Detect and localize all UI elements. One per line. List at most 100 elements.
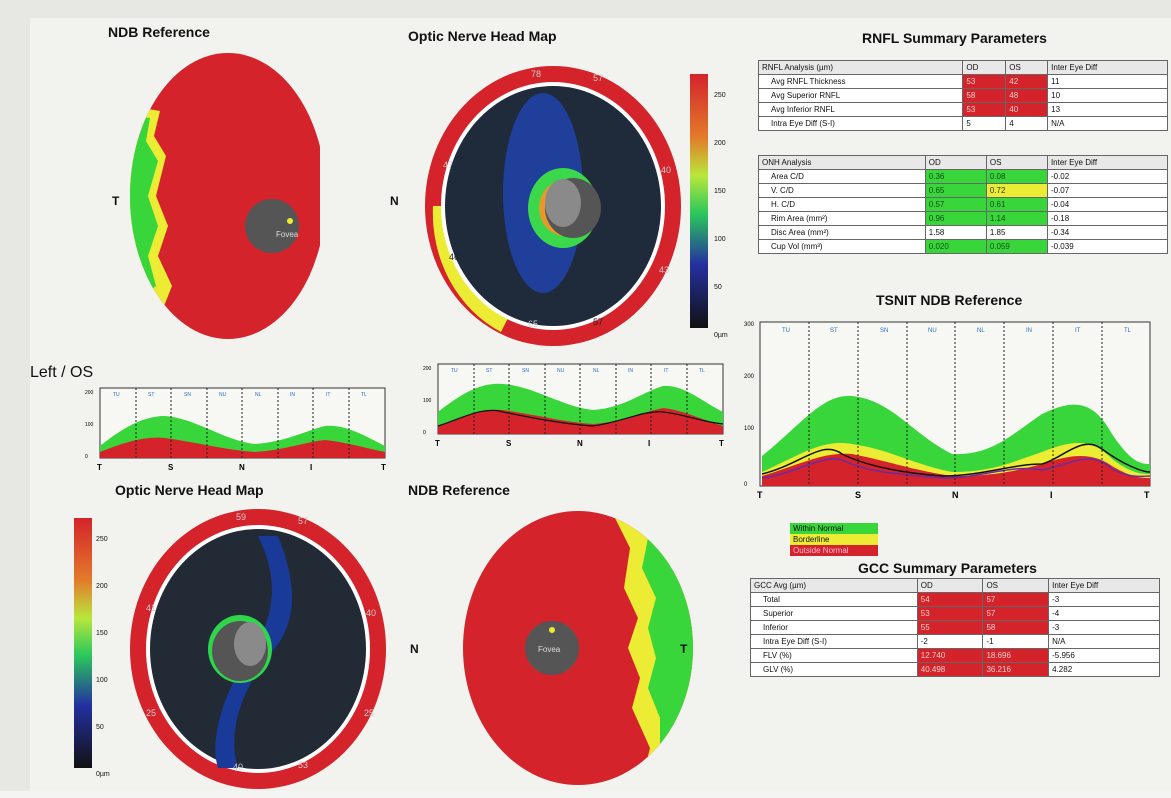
table-row: H. C/D 0.57 0.61 -0.04 [758, 197, 1169, 212]
rnfl-summary-title: RNFL Summary Parameters [862, 30, 1047, 46]
ndb-map-top: Fovea [130, 53, 320, 339]
onh-map-top: 78 57 40 43 57 65 46 47 [425, 66, 681, 346]
onh-bottom-sector-2: 57 [298, 516, 308, 526]
tsnit-ytick: 0 [423, 430, 426, 436]
tsnit-sector: IT [664, 368, 668, 374]
tsnit-ytick: 300 [744, 322, 755, 328]
tsnit-xlabel: N [952, 490, 959, 500]
tsnit-xlabel: N [577, 439, 583, 448]
table-row: Rim Area (mm²) 0.96 1.14 -0.18 [758, 211, 1169, 226]
left-os-label: Left / OS [30, 364, 94, 381]
legend: Within Normal Borderline Outside Normal [790, 523, 878, 556]
rnfl-table: RNFL Analysis (µm) OD OS Inter Eye Diff Avg… [757, 60, 1168, 131]
table-row: Intra Eye Diff (S-I) 5 4 N/A [757, 116, 1168, 131]
tsnit-sector: IT [1075, 328, 1081, 334]
tsnit-ytick: 200 [423, 366, 432, 372]
colorbar-top [690, 74, 708, 328]
tsnit-xlabel: I [1050, 490, 1053, 500]
temporal-label-top: T [112, 194, 120, 208]
tsnit-xlabel: N [239, 463, 245, 472]
legend-outside: Outside Normal [790, 545, 878, 556]
tsnit-title: TSNIT NDB Reference [876, 292, 1023, 308]
colorbar-bottom [74, 518, 92, 768]
legend-borderline: Borderline [790, 534, 878, 545]
tsnit-xlabel: I [310, 463, 312, 472]
tsnit-sector: TL [361, 392, 367, 398]
nasal-label-top: N [390, 194, 399, 208]
tsnit-sector: IN [290, 392, 295, 398]
tsnit-xlabel: T [719, 439, 724, 448]
onh-top-sector-7: 46 [449, 252, 459, 262]
table-row: Avg RNFL Thickness 53 42 11 [757, 74, 1168, 89]
onh-top-sector-2: 57 [593, 73, 603, 83]
fovea-label-bottom: Fovea [538, 645, 561, 654]
tsnit-sector: TU [782, 328, 790, 334]
fovea-label-top: Fovea [276, 230, 299, 239]
tsnit-sector: NU [557, 368, 565, 374]
temporal-label-bottom: T [680, 642, 688, 656]
tsnit-sector: ST [486, 368, 492, 374]
tsnit-xlabel: S [506, 439, 512, 448]
tsnit-sector: ST [148, 392, 154, 398]
table-row: Total 54 57 -3 [750, 592, 1160, 607]
onh-map-title-top: Optic Nerve Head Map [408, 28, 557, 44]
onh-bottom-sector-1: 59 [236, 512, 246, 522]
onh-bottom-sector-8: 41 [146, 603, 156, 613]
onh-map-title-bottom: Optic Nerve Head Map [115, 482, 264, 498]
tsnit-xlabel: S [168, 463, 174, 472]
tsnit-xlabel: T [757, 490, 763, 500]
colorbar-bottom-ticks: 250 200 150 100 50 0µm [96, 536, 110, 778]
tsnit-sector: TU [113, 392, 120, 398]
onh-table: ONH Analysis OD OS Inter Eye Diff Area C/D 0… [758, 155, 1169, 254]
tsnit-sector: SN [184, 392, 191, 398]
table-row: Disc Area (mm²) 1.58 1.85 -0.34 [758, 225, 1169, 240]
gcc-table: GCC Avg (µm) OD OS Inter Eye Diff Total 54 57… [750, 578, 1160, 677]
tsnit-xlabel: S [855, 490, 861, 500]
tsnit-sector: TL [699, 368, 705, 374]
onh-bottom-sector-3: 40 [366, 608, 376, 618]
table-row: Inferior 55 58 -3 [750, 620, 1160, 635]
onh-top-sector-1: 78 [531, 69, 541, 79]
table-row: Intra Eye Diff (S-I) -2 -1 N/A [750, 634, 1160, 649]
table-row: Cup Vol (mm³) 0.020 0.059 -0.039 [758, 239, 1169, 254]
tsnit-sector: NU [219, 392, 227, 398]
tsnit-sector: NL [255, 392, 262, 398]
table-row: Superior 53 57 -4 [750, 606, 1160, 621]
onh-top-sector-5: 57 [593, 317, 603, 327]
report-panel: NDB Reference Optic Nerve Head Map RNFL … [30, 18, 1171, 791]
nasal-label-bottom: N [410, 642, 419, 656]
tsnit-xlabel: T [97, 463, 102, 472]
tsnit-sector: IT [326, 392, 330, 398]
onh-bottom-sector-4: 25 [364, 708, 374, 718]
onh-bottom-sector-7: 25 [146, 708, 156, 718]
onh-top-sector-8: 47 [443, 160, 453, 170]
onh-bottom-sector-5: 53 [298, 760, 308, 770]
onh-bottom-sector-6: 40 [233, 762, 243, 772]
tsnit-sector: NL [593, 368, 600, 374]
colorbar-top-ticks: 250 200 150 100 50 0µm [714, 92, 728, 339]
tsnit-xlabel: T [435, 439, 440, 448]
tsnit-xlabel: I [648, 439, 650, 448]
tsnit-ytick: 200 [85, 390, 94, 396]
tsnit-sector: ST [830, 328, 838, 334]
tsnit-sector: NU [928, 328, 937, 334]
tsnit-xlabel: T [1144, 490, 1150, 500]
table-row: Area C/D 0.36 0.08 -0.02 [758, 169, 1169, 184]
tsnit-sector: IN [1026, 328, 1032, 334]
tsnit-sector: NL [977, 328, 985, 334]
gcc-summary-title: GCC Summary Parameters [858, 560, 1037, 576]
tsnit-ytick: 100 [744, 426, 755, 432]
ndb-map-bottom: Fovea [463, 511, 693, 785]
onh-top-sector-4: 43 [659, 265, 669, 275]
tsnit-sector: SN [880, 328, 888, 334]
tsnit-sector: TU [451, 368, 458, 374]
table-row: FLV (%) 12.740 18.696 -5.956 [750, 648, 1160, 663]
onh-top-sector-3: 40 [661, 165, 671, 175]
tsnit-ytick: 0 [85, 454, 88, 460]
tsnit-sector: TL [1124, 328, 1132, 334]
ndb-reference-title-bottom: NDB Reference [408, 482, 510, 498]
tsnit-ytick: 100 [85, 422, 94, 428]
